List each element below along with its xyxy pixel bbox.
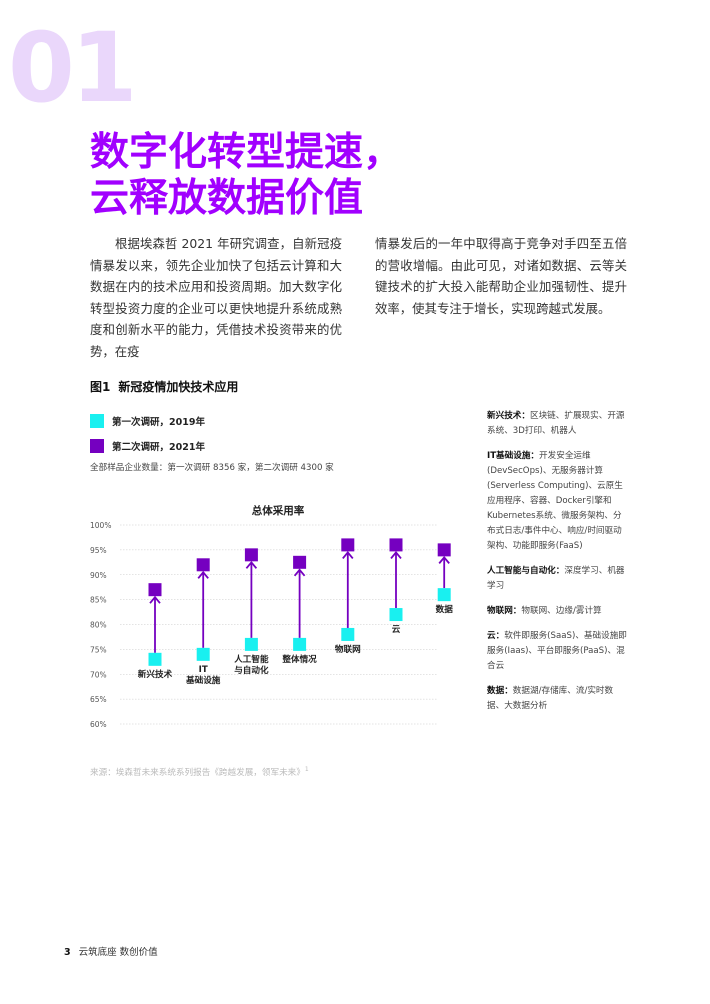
legend-label-2021: 第二次调研，2021年: [112, 442, 205, 453]
category-label: 整体情况: [282, 653, 317, 665]
marker-2019: [244, 637, 258, 651]
arrow-head: [197, 570, 209, 579]
arrow-head: [293, 568, 306, 577]
y-tick-label: 85%: [90, 596, 107, 605]
category-label: 人工智能: [234, 653, 269, 665]
glossary-term: 数据：: [487, 686, 513, 696]
marker-2021: [341, 538, 355, 552]
y-tick-label: 95%: [90, 546, 107, 555]
category-label: 物联网: [335, 643, 361, 655]
marker-2019: [389, 608, 403, 622]
page-footer: 3 云筑底座 数创价值: [64, 944, 158, 958]
page-number: 3: [64, 947, 71, 958]
page-title: 数字化转型提速， 云释放数据价值: [90, 130, 402, 222]
glossary-item-ai: 人工智能与自动化：深度学习、机器学习: [487, 564, 627, 594]
glossary-text: 物联网、边缘/雾计算: [521, 606, 602, 616]
section-number: 01: [8, 12, 138, 124]
y-tick-label: 70%: [90, 670, 107, 679]
category-label: 基础设施: [185, 674, 221, 686]
legend-swatch-2021: [90, 439, 104, 453]
sample-note: 全部样品企业数量：第一次调研 8356 家，第二次调研 4300 家: [90, 463, 334, 473]
figure-source-ref: 1: [304, 766, 309, 774]
legend-item-2019: 第一次调研，2019年: [90, 413, 205, 429]
marker-2019: [437, 588, 451, 602]
intro-paragraph-right: 情暴发后的一年中取得高于竞争对手四至五倍的营收增幅。由此可见，对诸如数据、云等关…: [375, 236, 627, 316]
footer-text: 云筑底座 数创价值: [78, 947, 158, 958]
figure-title-text: 新冠疫情加快技术应用: [118, 380, 239, 394]
y-tick-label: 90%: [90, 571, 107, 580]
category-label: 数据: [436, 603, 454, 615]
glossary-item-iot: 物联网：物联网、边缘/雾计算: [487, 604, 627, 619]
category-label: 云: [392, 624, 401, 635]
title-line-2: 云释放数据价值: [90, 176, 364, 221]
glossary-item-it: IT基础设施：开发安全运维(DevSecOps)、无服务器计算(Serverle…: [487, 449, 627, 554]
glossary-text: 区块链、扩展现实、开源系统、3D打印、机器人: [487, 411, 625, 436]
arrow-head: [438, 555, 450, 564]
y-tick-label: 60%: [90, 720, 107, 729]
figure-number: 图1: [90, 380, 111, 394]
glossary-term: 新兴技术：: [487, 411, 530, 421]
glossary-term: 物联网：: [487, 606, 522, 616]
legend-label-2019: 第一次调研，2019年: [112, 417, 205, 428]
glossary-item-emerging: 新兴技术：区块链、扩展现实、开源系统、3D打印、机器人: [487, 409, 627, 439]
legend-item-2021: 第二次调研，2021年: [90, 438, 205, 454]
glossary-term: 人工智能与自动化：: [487, 566, 565, 576]
chart-title: 总体采用率: [252, 504, 305, 517]
arrow-head: [149, 595, 161, 604]
glossary-text: 深度学习、机器学习: [487, 566, 625, 591]
marker-2021: [437, 543, 451, 557]
category-label: IT: [199, 665, 208, 675]
marker-2019: [196, 647, 210, 661]
marker-2021: [389, 538, 403, 552]
adoption-chart: 总体采用率 100% 95% 90% 85% 80% 75% 70% 65% 60% 新兴技术 IT基…: [90, 504, 454, 729]
glossary-term: 云：: [487, 631, 505, 641]
figure-source: 来源：埃森哲未来系统系列报告《跨越发展，领军未来》1: [90, 766, 309, 778]
y-tick-label: 75%: [90, 645, 107, 654]
marker-2021: [293, 555, 307, 569]
chart-legend: 第一次调研，2019年 第二次调研，2021年: [90, 413, 205, 463]
y-tick-label: 65%: [90, 695, 107, 704]
marker-2021: [196, 558, 210, 572]
arrow-head: [342, 550, 354, 559]
legend-swatch-2019: [90, 414, 104, 428]
glossary-text: 数据湖/存储库、流/实时数据、大数据分析: [487, 686, 614, 711]
category-label: 新兴技术: [138, 668, 173, 680]
y-tick-label: 100%: [90, 521, 111, 530]
marker-2019: [341, 627, 355, 641]
title-line-1: 数字化转型提速，: [90, 130, 403, 175]
marker-2019: [148, 652, 162, 666]
marker-2021: [148, 583, 162, 597]
intro-paragraph-left: 根据埃森哲 2021 年研究调查，自新冠疫情暴发以来，领先企业加快了包括云计算和…: [90, 236, 342, 359]
glossary-text: 软件即服务(SaaS)、基础设施即服务(Iaas)、平台即服务(PaaS)、混合…: [487, 631, 627, 671]
marker-2019: [293, 637, 307, 651]
glossary-item-cloud: 云：软件即服务(SaaS)、基础设施即服务(Iaas)、平台即服务(PaaS)、…: [487, 629, 627, 674]
glossary-term: IT基础设施：: [487, 451, 540, 461]
marker-2021: [244, 548, 258, 562]
arrow-head: [390, 550, 402, 559]
glossary-item-data: 数据：数据湖/存储库、流/实时数据、大数据分析: [487, 684, 627, 714]
y-tick-label: 80%: [90, 621, 107, 630]
glossary: 新兴技术：区块链、扩展现实、开源系统、3D打印、机器人 IT基础设施：开发安全运…: [487, 409, 627, 724]
category-label: 与自动化: [234, 664, 269, 676]
figure-title: 图1 新冠疫情加快技术应用: [90, 378, 238, 395]
figure-source-text: 来源：埃森哲未来系统系列报告《跨越发展，领军未来》: [90, 768, 305, 778]
arrow-head: [245, 560, 258, 569]
glossary-text: 开发安全运维(DevSecOps)、无服务器计算(Serverless Comp…: [487, 451, 623, 551]
